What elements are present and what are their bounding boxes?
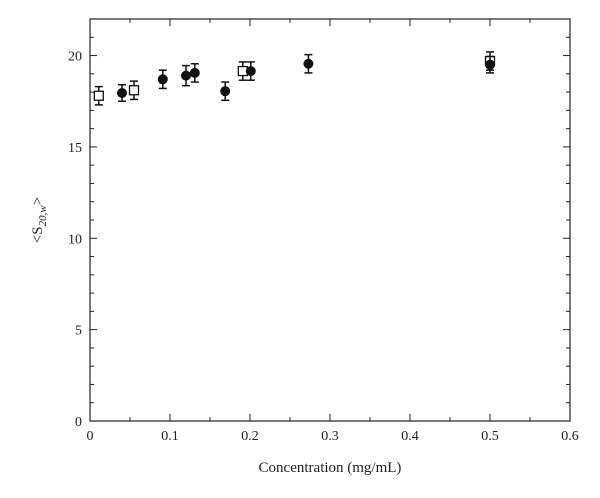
square-marker (128, 85, 140, 96)
data-point-filled-circles (181, 64, 191, 87)
data-point-filled-circles (117, 84, 127, 102)
data-point-filled-circles (485, 55, 495, 74)
x-tick-label: 0.1 (161, 429, 179, 444)
y-tick-label: 15 (68, 141, 82, 156)
circle-marker (220, 86, 231, 97)
circle-marker (117, 88, 127, 99)
data-point-filled-circles (189, 63, 200, 83)
data-point-open-squares (93, 85, 104, 106)
circle-marker (181, 70, 191, 81)
data-point-filled-circles (303, 53, 314, 74)
circle-marker (485, 59, 495, 70)
circle-marker (303, 58, 314, 69)
x-tick-label: 0.2 (241, 429, 259, 444)
circle-marker (245, 66, 256, 77)
circle-marker (189, 67, 200, 78)
data-point-open-squares (128, 80, 140, 101)
x-tick-label: 0.3 (321, 429, 339, 444)
data-point-filled-circles (157, 69, 168, 90)
x-tick-label: 0.5 (481, 429, 499, 444)
data-point-filled-circles (220, 81, 231, 102)
y-tick-label: 0 (75, 415, 82, 430)
y-tick-label: 5 (75, 324, 82, 339)
y-axis-label: <S20,w> (30, 197, 49, 243)
data-point-filled-circles (245, 61, 256, 81)
x-tick-label: 0.6 (561, 429, 579, 444)
x-axis-label: Concentration (mg/mL) (259, 460, 402, 476)
square-marker (93, 90, 104, 101)
x-tick-label: 0 (87, 429, 94, 444)
x-tick-label: 0.4 (401, 429, 419, 444)
y-tick-label: 10 (68, 232, 82, 247)
circle-marker (157, 74, 168, 85)
y-tick-label: 20 (68, 50, 82, 65)
